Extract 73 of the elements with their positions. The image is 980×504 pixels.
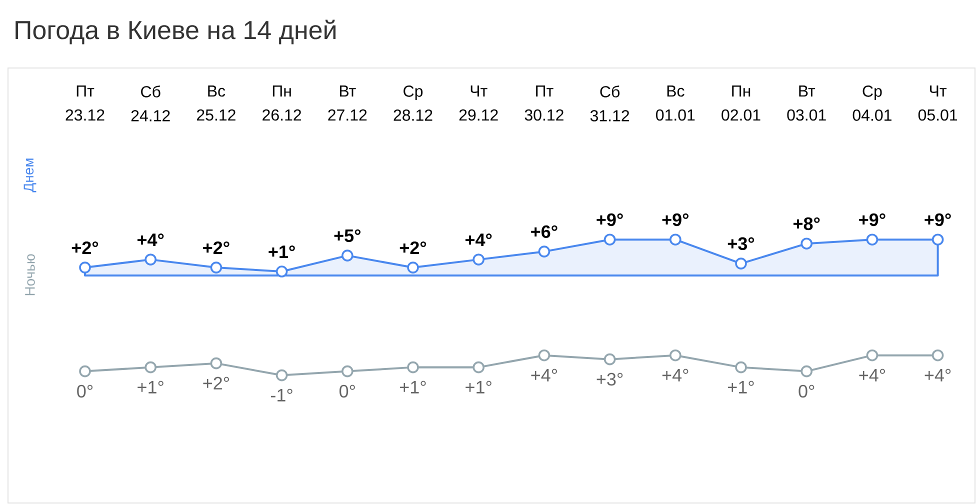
point	[79, 365, 91, 378]
data-label: +1°	[400, 380, 426, 394]
data-label: +6°	[531, 225, 558, 238]
point	[735, 361, 747, 374]
data-label: +2°	[203, 241, 230, 254]
x-tick-label: Вс 01.01	[656, 86, 695, 121]
x-tick-label: Пт 30.12	[524, 86, 564, 121]
data-label: -1°	[271, 388, 292, 402]
text: Ночью	[25, 254, 35, 296]
chart-title: Погода в Киеве на 14 дней	[16, 20, 336, 44]
point	[735, 258, 747, 270]
data-label: +9°	[859, 213, 886, 226]
point	[210, 357, 222, 370]
point	[79, 262, 91, 274]
data-label: +8°	[793, 217, 820, 230]
x-tick-label: Сб 31.12	[590, 86, 630, 122]
text: Днем	[24, 158, 36, 192]
data-label: +1°	[466, 380, 492, 394]
data-label: +1°	[268, 245, 295, 258]
data-label: +4°	[465, 234, 492, 246]
x-tick-label: Чт 29.12	[459, 86, 498, 121]
data-label: +4°	[662, 368, 688, 382]
x-tick-label: Пн 26.12	[262, 86, 302, 121]
point	[144, 254, 156, 266]
data-label: +4°	[859, 368, 885, 382]
data-label: +9°	[596, 213, 623, 226]
point	[144, 361, 156, 374]
point	[342, 250, 354, 262]
data-label: 0°	[77, 384, 93, 398]
point	[538, 349, 550, 362]
point	[604, 234, 616, 246]
point	[407, 262, 419, 274]
point	[472, 254, 485, 266]
point	[800, 238, 813, 250]
data-label: +3°	[728, 237, 754, 250]
point	[670, 234, 682, 246]
x-tick-label: Чт 05.01	[918, 86, 958, 121]
point	[800, 365, 813, 378]
x-tick-label: Пт 23.12	[66, 86, 104, 121]
data-label: +9°	[924, 213, 951, 226]
data-label: +2°	[203, 376, 229, 390]
point	[670, 349, 682, 362]
x-tick-label: Пн 02.01	[722, 86, 760, 121]
point	[932, 234, 944, 246]
x-tick-label: Вс 25.12	[196, 86, 236, 121]
point	[932, 349, 944, 362]
point	[276, 266, 288, 278]
data-label: +2°	[400, 241, 426, 254]
x-tick-label: Вт 03.01	[787, 86, 826, 121]
x-tick-label: Ср 28.12	[394, 86, 432, 121]
point	[276, 369, 288, 382]
data-label: +4°	[531, 368, 557, 382]
point	[210, 262, 222, 274]
data-label: +5°	[334, 229, 360, 242]
data-label: +1°	[138, 380, 164, 394]
data-label: +2°	[72, 241, 98, 254]
point	[472, 361, 485, 374]
point	[407, 361, 419, 374]
x-tick-label: Ср 04.01	[852, 86, 892, 121]
data-label: 0°	[340, 384, 355, 398]
point	[538, 246, 550, 258]
point	[342, 365, 354, 378]
point	[866, 234, 878, 246]
point	[866, 349, 878, 362]
data-label: +4°	[137, 234, 164, 246]
point	[604, 353, 616, 366]
x-tick-label: Вт 27.12	[328, 86, 367, 121]
data-label: +1°	[728, 380, 754, 394]
data-label: 0°	[798, 384, 814, 398]
x-tick-label: Сб 24.12	[131, 86, 170, 122]
data-label: +4°	[924, 368, 951, 382]
data-label: +9°	[662, 213, 688, 226]
data-label: +3°	[596, 372, 623, 386]
